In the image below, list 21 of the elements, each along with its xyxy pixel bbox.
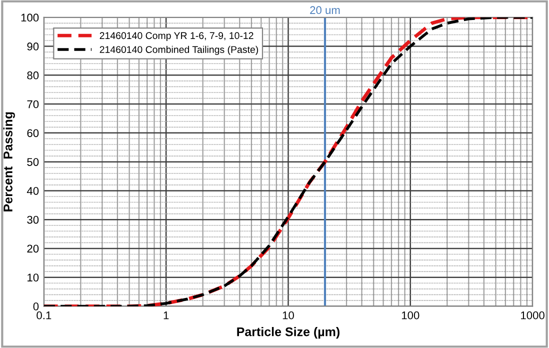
y-tick-label: 40 [26,186,39,195]
y-tick-label: 10 [28,274,39,282]
y-tick-label: 50 [27,158,39,166]
legend-label: 21460140 Comp YR 1-6, 7-9, 10-12 [100,32,254,41]
y-tick-label: 100 [21,14,39,22]
x-tick-label: 1 [164,312,169,320]
x-tick-label: 10 [282,311,294,320]
ref-line-label: 20 um [310,6,340,14]
legend-label: 21460140 Combined Tailings (Paste) [100,46,258,55]
y-tick-label: 60 [27,129,39,138]
y-tick-label: 20 [27,244,39,253]
x-tick-label: 0.1 [36,311,52,320]
x-tick-label: 100 [402,311,420,320]
y-tick-label: 90 [27,42,39,50]
x-axis-title: Particle Size (µm) [237,327,340,339]
y-tick-label: 80 [27,71,39,80]
x-tick-label: 1000 [521,311,544,320]
y-axis-title: Percent Passing [3,112,15,212]
y-tick-label: 70 [27,100,39,108]
y-tick-label: 0 [33,302,39,310]
y-tick-label: 30 [27,216,39,224]
